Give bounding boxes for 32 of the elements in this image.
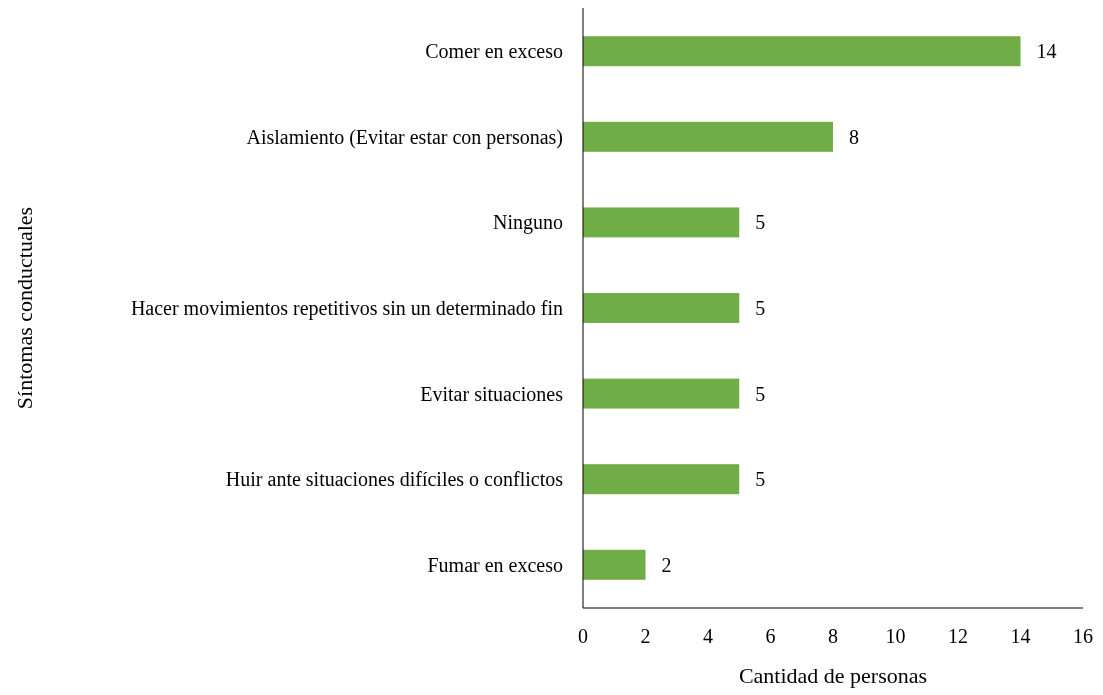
bar (583, 207, 740, 238)
y-axis-title: Síntomas conductuales (12, 206, 37, 410)
y-tick-label: Evitar situaciones (420, 382, 564, 405)
x-tick-label: 4 (703, 625, 713, 647)
bar (583, 549, 646, 580)
bar (583, 378, 740, 409)
data-label: 5 (755, 211, 766, 234)
x-tick-label: 2 (640, 625, 651, 647)
x-tick-label: 0 (578, 625, 588, 647)
x-tick-label: 16 (1073, 625, 1093, 647)
data-label: 5 (755, 468, 766, 491)
x-tick-label: 12 (948, 625, 968, 647)
x-tick-label: 6 (765, 625, 776, 647)
y-tick-label: Comer en exceso (425, 40, 563, 63)
bar (583, 464, 740, 495)
bar (583, 121, 833, 152)
data-label: 5 (755, 297, 766, 319)
x-tick-label: 10 (885, 625, 906, 647)
x-tick-label: 8 (828, 625, 838, 647)
data-label: 8 (849, 125, 859, 148)
y-tick-label: Aislamiento (Evitar estar con personas) (246, 125, 563, 149)
y-tick-label: Huir ante situaciones difíciles o conflictos (225, 468, 564, 491)
x-axis-title: Cantidad de personas (738, 663, 928, 688)
data-label: 5 (755, 382, 766, 405)
x-tick-label: 14 (1010, 625, 1031, 647)
y-tick-label: Fumar en exceso (427, 553, 563, 576)
bar (583, 293, 740, 323)
data-label: 2 (661, 553, 672, 576)
y-tick-label: Ninguno (493, 211, 563, 235)
bar (583, 36, 1021, 67)
y-tick-label: Hacer movimientos repetitivos sin un determinado fin (130, 297, 563, 320)
data-label: 14 (1036, 40, 1057, 63)
